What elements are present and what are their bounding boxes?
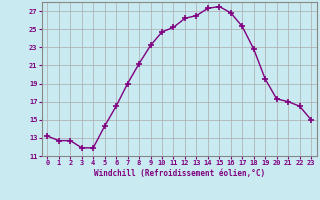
X-axis label: Windchill (Refroidissement éolien,°C): Windchill (Refroidissement éolien,°C) xyxy=(94,169,265,178)
